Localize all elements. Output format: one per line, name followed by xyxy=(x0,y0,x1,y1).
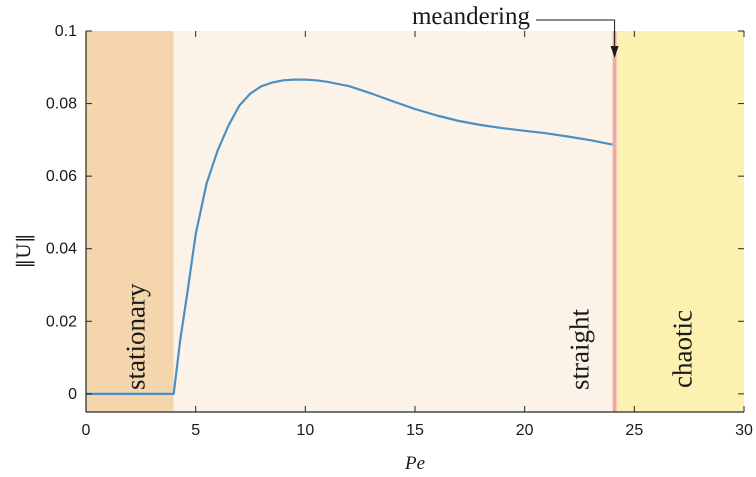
x-tick-label: 20 xyxy=(516,422,534,439)
axes-layer: 0 5 10 15 20 25 30 0 0.02 0.04 0.06 0.08 0.1 xyxy=(46,23,753,439)
region-stationary xyxy=(86,31,174,412)
regions-layer: stationary straight chaotic xyxy=(86,31,744,412)
line-layer xyxy=(86,78,613,395)
y-tick-label: 0.02 xyxy=(46,313,77,330)
y-axis-label: ‖U‖ xyxy=(13,233,35,268)
x-tick-label: 25 xyxy=(625,422,643,439)
x-tick-label: 5 xyxy=(191,422,200,439)
x-axis-label: Pe xyxy=(404,453,425,474)
y-tick-label: 0 xyxy=(68,386,77,403)
y-tick-label: 0.06 xyxy=(46,168,77,185)
annotation-arrow-head xyxy=(610,46,619,58)
region-chaotic xyxy=(616,31,744,412)
x-tick-label: 10 xyxy=(296,422,314,439)
y-tick-label: 0.04 xyxy=(46,241,77,258)
region-label-stationary: stationary xyxy=(120,283,150,390)
annotation-layer: meandering xyxy=(412,3,619,58)
region-label-chaotic: chaotic xyxy=(668,310,698,388)
series-line-0 xyxy=(86,78,613,395)
y-tick-label: 0.08 xyxy=(46,96,77,113)
y-tick-label: 0.1 xyxy=(55,23,77,40)
x-tick-label: 0 xyxy=(82,422,91,439)
region-label-straight: straight xyxy=(565,309,595,390)
region-straight xyxy=(173,31,613,412)
annotation-label: meandering xyxy=(412,3,531,30)
x-tick-label: 30 xyxy=(735,422,753,439)
annotation-arrow-line xyxy=(536,19,616,48)
x-tick-label: 15 xyxy=(406,422,424,439)
